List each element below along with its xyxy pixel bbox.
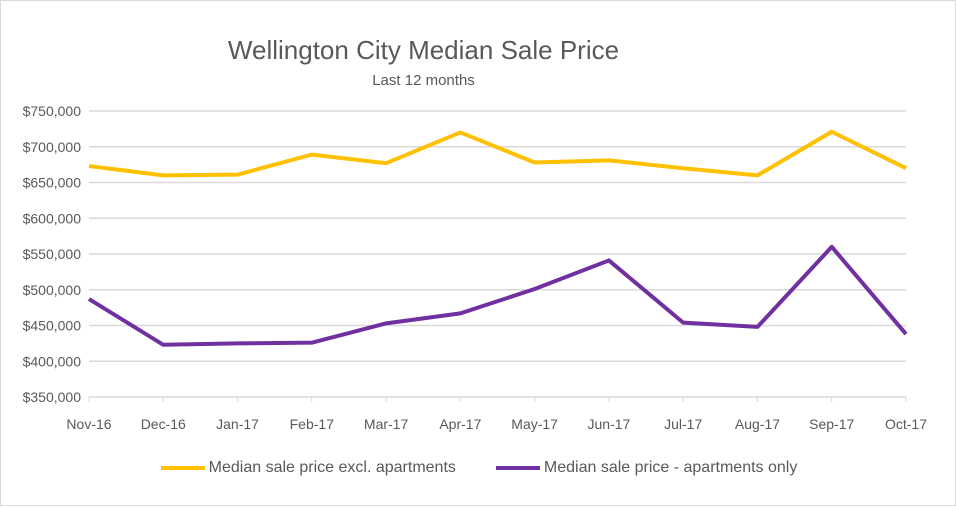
x-tick-label: Apr-17 <box>439 416 481 432</box>
legend-label: Median sale price - apartments only <box>544 459 797 477</box>
y-tick-label: $600,000 <box>23 210 82 226</box>
y-tick-label: $750,000 <box>23 103 82 119</box>
x-tick-label: Jul-17 <box>664 416 702 432</box>
x-tick-label: Mar-17 <box>364 416 409 432</box>
x-tick-label: Aug-17 <box>735 416 780 432</box>
x-tick-label: Jun-17 <box>588 416 631 432</box>
x-tick-label: Nov-16 <box>66 416 111 432</box>
y-tick-label: $550,000 <box>23 246 82 262</box>
x-tick-label: Jan-17 <box>216 416 259 432</box>
x-tick-label: Feb-17 <box>290 416 335 432</box>
legend-swatch <box>496 466 540 470</box>
y-tick-label: $350,000 <box>23 389 82 405</box>
y-tick-label: $400,000 <box>23 353 82 369</box>
legend-item-excl-apartments: Median sale price excl. apartments <box>161 459 456 477</box>
x-tick-label: Oct-17 <box>885 416 927 432</box>
legend-item-apartments-only: Median sale price - apartments only <box>496 459 797 477</box>
y-tick-label: $650,000 <box>23 175 82 191</box>
legend-label: Median sale price excl. apartments <box>209 459 456 477</box>
y-tick-label: $500,000 <box>23 282 82 298</box>
x-tick-label: May-17 <box>511 416 558 432</box>
x-tick-label: Sep-17 <box>809 416 854 432</box>
series-line-0 <box>89 132 906 176</box>
legend-swatch <box>161 466 205 470</box>
series-line-1 <box>89 247 906 345</box>
x-tick-label: Dec-16 <box>141 416 186 432</box>
y-tick-label: $700,000 <box>23 139 82 155</box>
legend: Median sale price excl. apartments Media… <box>1 459 956 477</box>
y-tick-label: $450,000 <box>23 318 82 334</box>
